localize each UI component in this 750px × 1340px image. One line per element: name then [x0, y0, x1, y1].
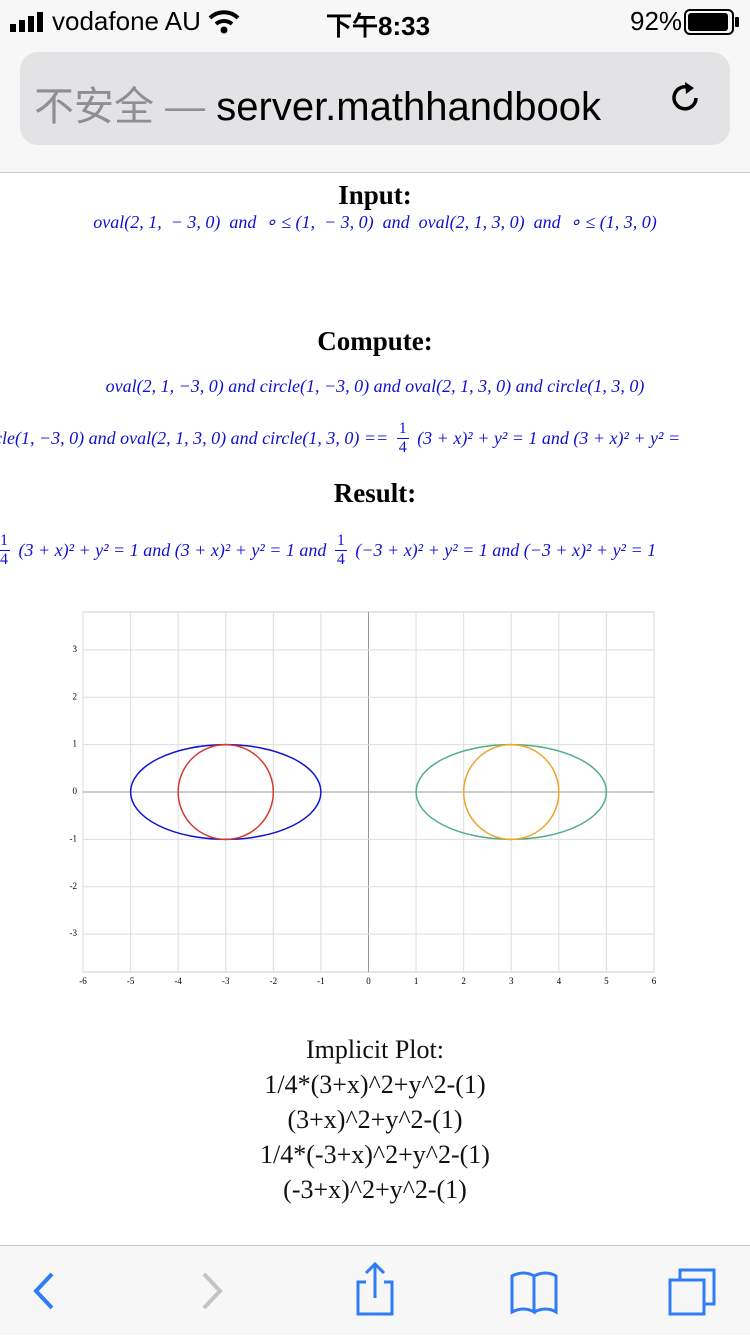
clock: 下午8:33: [326, 11, 431, 41]
share-button[interactable]: [356, 1261, 394, 1316]
x-tick-label: 2: [461, 976, 466, 986]
x-tick-label: -4: [174, 976, 182, 986]
numerator: 1: [0, 531, 10, 551]
math-text: (3 + x)² + y² = 1 and (3 + x)² + y² =: [412, 427, 681, 448]
x-tick-label: -1: [317, 976, 325, 986]
x-tick-label: 1: [414, 976, 419, 986]
signal-icon: [10, 12, 43, 32]
x-tick-label: -3: [222, 976, 230, 986]
expression: 1/4*(-3+x)^2+y^2-(1): [260, 1140, 490, 1169]
math-text: (3 + x)² + y² = 1 and (3 + x)² + y² = 1 …: [14, 539, 331, 560]
denominator: 4: [0, 550, 8, 568]
y-tick-label: 3: [73, 644, 78, 654]
compute-heading: Compute:: [317, 326, 433, 356]
math-text: oval(2, 1, − 3, 0) and ∘ ≤ (1, − 3, 0) a…: [93, 211, 657, 232]
expression: 1/4*(3+x)^2+y^2-(1): [264, 1070, 486, 1099]
math-line: oval(2, 1, −3, 0) and circle(1, −3, 0) a…: [0, 364, 750, 408]
back-button[interactable]: [33, 1272, 54, 1310]
x-tick-label: -6: [79, 976, 87, 986]
math-line: oval(2, 1, − 3, 0) and ∘ ≤ (1, − 3, 0) a…: [0, 200, 750, 244]
x-tick-label: 6: [652, 976, 657, 986]
implicit-plot-caption: Implicit Plot: 1/4*(3+x)^2+y^2-(1) (3+x)^…: [0, 1032, 750, 1207]
y-tick-label: 0: [73, 786, 78, 796]
implicit-plot: -6 -5 -4 -3 -2 -1 0 1 2 3 4 5 6 -3 -2 -1 0 1 2 3: [70, 611, 657, 986]
y-tick-label: 2: [73, 691, 78, 701]
caption-heading: Implicit Plot:: [306, 1035, 444, 1064]
math-line: cle(1, −3, 0) and oval(2, 1, 3, 0) and c…: [0, 416, 744, 460]
address-bar[interactable]: 不安全 — server.mathhandbook: [20, 52, 730, 145]
x-tick-label: -5: [127, 976, 135, 986]
math-text: oval(2, 1, −3, 0) and circle(1, −3, 0) a…: [105, 375, 645, 396]
expression: (-3+x)^2+y^2-(1): [283, 1175, 467, 1204]
math-text: cle(1, −3, 0) and oval(2, 1, 3, 0) and c…: [0, 427, 393, 448]
bookmarks-button[interactable]: [510, 1271, 558, 1315]
url: server.mathhandbook: [216, 85, 601, 129]
tabs-button[interactable]: [668, 1268, 716, 1316]
carrier: vodafone AU: [52, 6, 201, 36]
forward-button[interactable]: [202, 1272, 223, 1310]
expression: (3+x)^2+y^2-(1): [287, 1105, 463, 1134]
browser-chrome: vodafone AU 下午8:33 92% 不安全 — server.math…: [0, 0, 750, 173]
result-heading: Result:: [333, 478, 417, 508]
denominator: 4: [336, 550, 345, 568]
y-tick-label: 1: [73, 739, 78, 749]
toolbar-icons: [33, 1261, 716, 1316]
security-label: 不安全 —: [34, 85, 206, 129]
x-tick-label: 3: [509, 976, 514, 986]
wifi-icon: [208, 10, 240, 34]
x-tick-label: 4: [557, 976, 562, 986]
reload-button[interactable]: [668, 80, 704, 116]
y-tick-label: -3: [70, 928, 78, 938]
y-tick-label: -1: [70, 833, 78, 843]
x-tick-label: 0: [366, 976, 371, 986]
math-text: (−3 + x)² + y² = 1 and (−3 + x)² + y² = …: [350, 539, 657, 560]
toolbar: [0, 1245, 750, 1335]
curve: [177, 743, 275, 841]
input-heading: Input:: [338, 180, 412, 210]
battery-level: 92%: [630, 6, 683, 36]
curve: [462, 743, 560, 841]
numerator: 1: [396, 419, 409, 439]
x-tick-label: 5: [604, 976, 609, 986]
denominator: 4: [398, 438, 407, 456]
numerator: 1: [334, 531, 347, 551]
y-tick-label: -2: [70, 881, 78, 891]
x-tick-label: -2: [270, 976, 278, 986]
battery-icon: [684, 9, 739, 35]
